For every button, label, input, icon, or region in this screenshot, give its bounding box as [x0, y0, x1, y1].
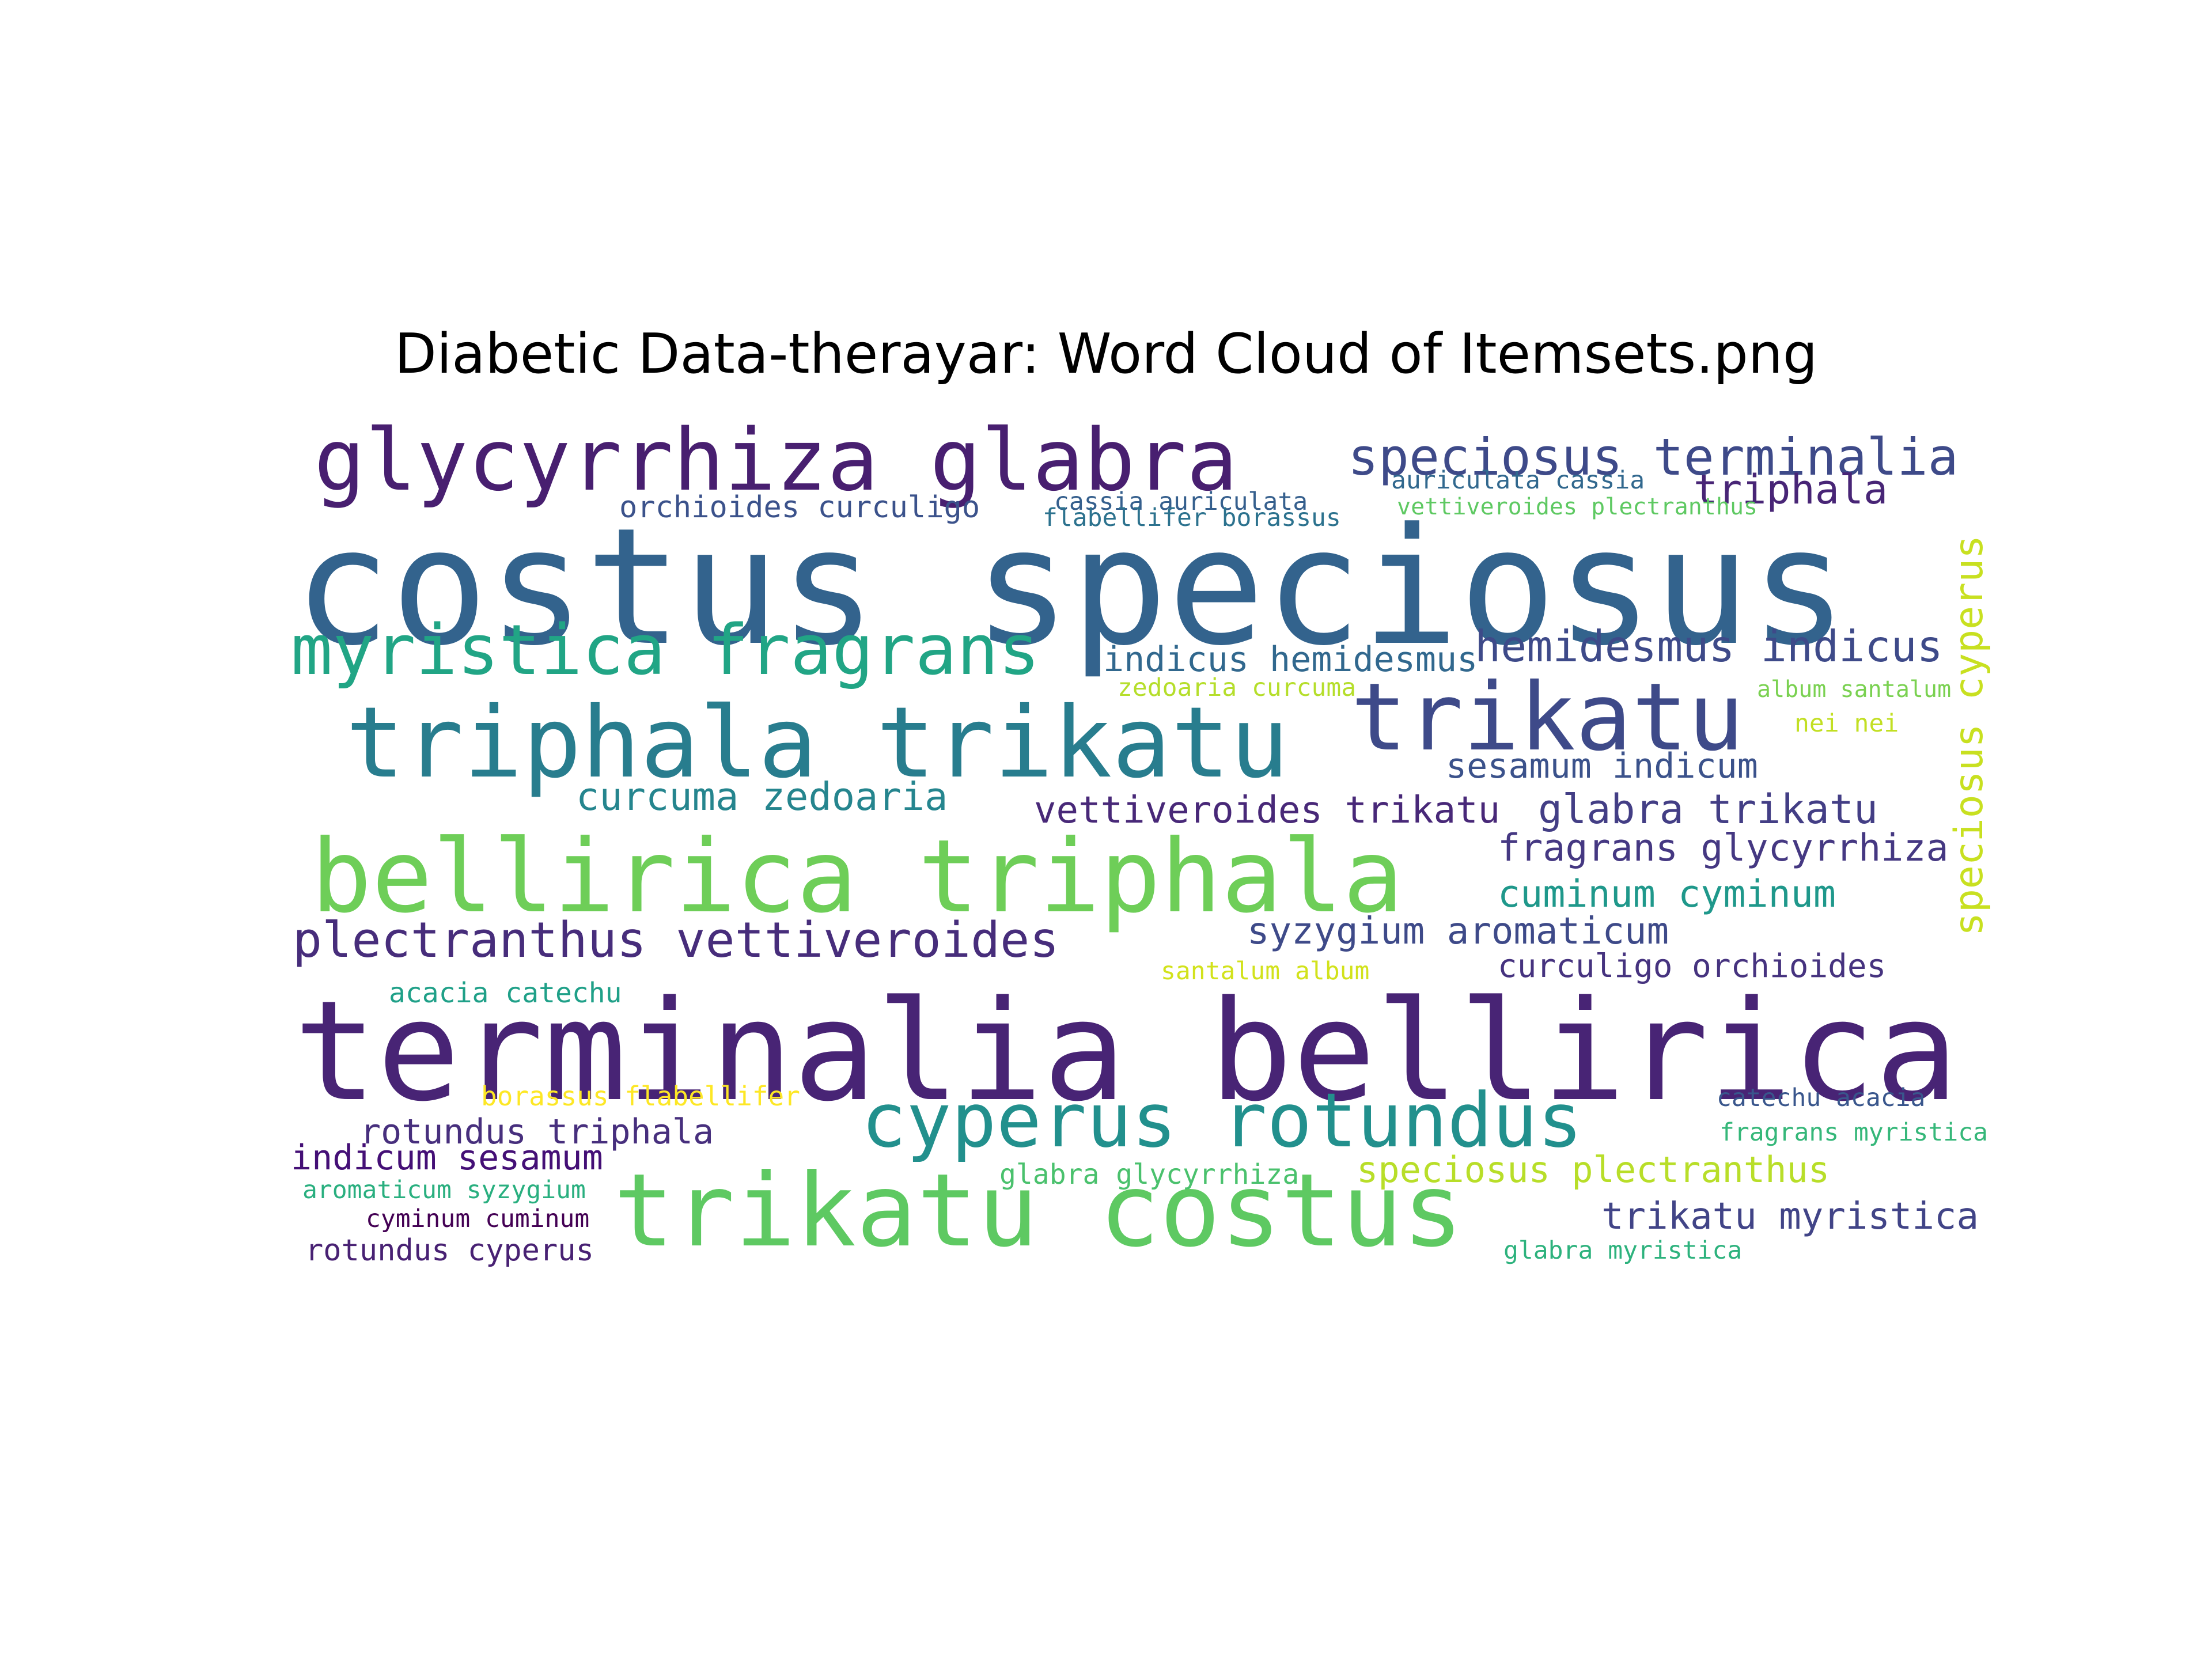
- cloud-word: cassia auriculata: [1054, 487, 1308, 516]
- cloud-word: indicum sesamum: [294, 1138, 603, 1178]
- cloud-word: acacia catechu: [389, 977, 622, 1009]
- cloud-word: indicus hemidesmus: [1103, 639, 1478, 680]
- cloud-word: cyminum cuminum: [366, 1205, 590, 1233]
- cloud-word: speciosus plectranthus: [1357, 1149, 1830, 1191]
- cloud-word: hemidesmus indicus: [1475, 621, 1943, 672]
- cloud-word: trikatu costus: [613, 1153, 1464, 1270]
- cloud-word: terminalia bellirica: [294, 971, 1959, 1132]
- cloud-word: glycyrrhiza glabra: [314, 411, 1238, 510]
- cloud-word: glabra myristica: [1503, 1236, 1743, 1265]
- cloud-word: nei nei: [1794, 709, 1899, 738]
- cloud-word: flabellifer borassus: [1043, 503, 1341, 532]
- cloud-word: curcuma zedoaria: [576, 774, 948, 819]
- cloud-word: cuminum cyminum: [1498, 873, 1836, 916]
- cloud-word: rotundus triphala: [360, 1112, 714, 1152]
- cloud-word: auriculata cassia: [1391, 466, 1645, 495]
- cloud-word: vettiveroides trikatu: [1034, 789, 1501, 832]
- cloud-word: album santalum: [1757, 676, 1952, 703]
- cloud-word: curculigo orchioides: [1498, 948, 1887, 985]
- cloud-word: catechu acacia: [1717, 1084, 1926, 1112]
- cloud-word: speciosus terminalia: [1348, 427, 1959, 487]
- cloud-word: syzygium aromaticum: [1247, 910, 1669, 953]
- cloud-word: bellirica triphala: [311, 819, 1404, 935]
- cloud-word: costus speciosus: [294, 494, 1848, 681]
- cloud-word: trikatu myristica: [1601, 1195, 1979, 1238]
- cloud-word: vettiveroides plectranthus: [1397, 494, 1758, 520]
- cloud-word: orchioides curculigo: [619, 490, 980, 525]
- figure-title: Diabetic Data-therayar: Word Cloud of It…: [394, 323, 1818, 386]
- cloud-word: speciosus cyperus: [1946, 535, 1992, 936]
- cloud-word: trikatu: [1351, 664, 1744, 772]
- cloud-word: zedoaria curcuma: [1118, 673, 1357, 702]
- cloud-word: sesamum indicum: [1446, 746, 1758, 786]
- cloud-word: triphala trikatu: [346, 686, 1289, 800]
- cloud-word: myristica fragrans: [294, 611, 1040, 691]
- cloud-word: glabra trikatu: [1538, 786, 1878, 833]
- word-cloud: glycyrrhiza glabra speciosus terminalia tr…: [294, 406, 2022, 1293]
- cloud-word: aromaticum syzygium: [302, 1176, 586, 1205]
- cloud-word: fragrans myristica: [1719, 1118, 1988, 1147]
- cloud-word: cyperus rotundus: [861, 1077, 1583, 1164]
- cloud-word: triphala: [1694, 466, 1888, 513]
- cloud-word: fragrans glycyrrhiza: [1498, 827, 1949, 870]
- cloud-word: borassus flabellifer: [481, 1081, 800, 1112]
- cloud-word: santalum album: [1161, 957, 1370, 986]
- cloud-word: plectranthus vettiveroides: [294, 912, 1059, 969]
- cloud-word: glabra glycyrrhiza: [999, 1158, 1300, 1191]
- cloud-word: rotundus cyperus: [305, 1233, 594, 1268]
